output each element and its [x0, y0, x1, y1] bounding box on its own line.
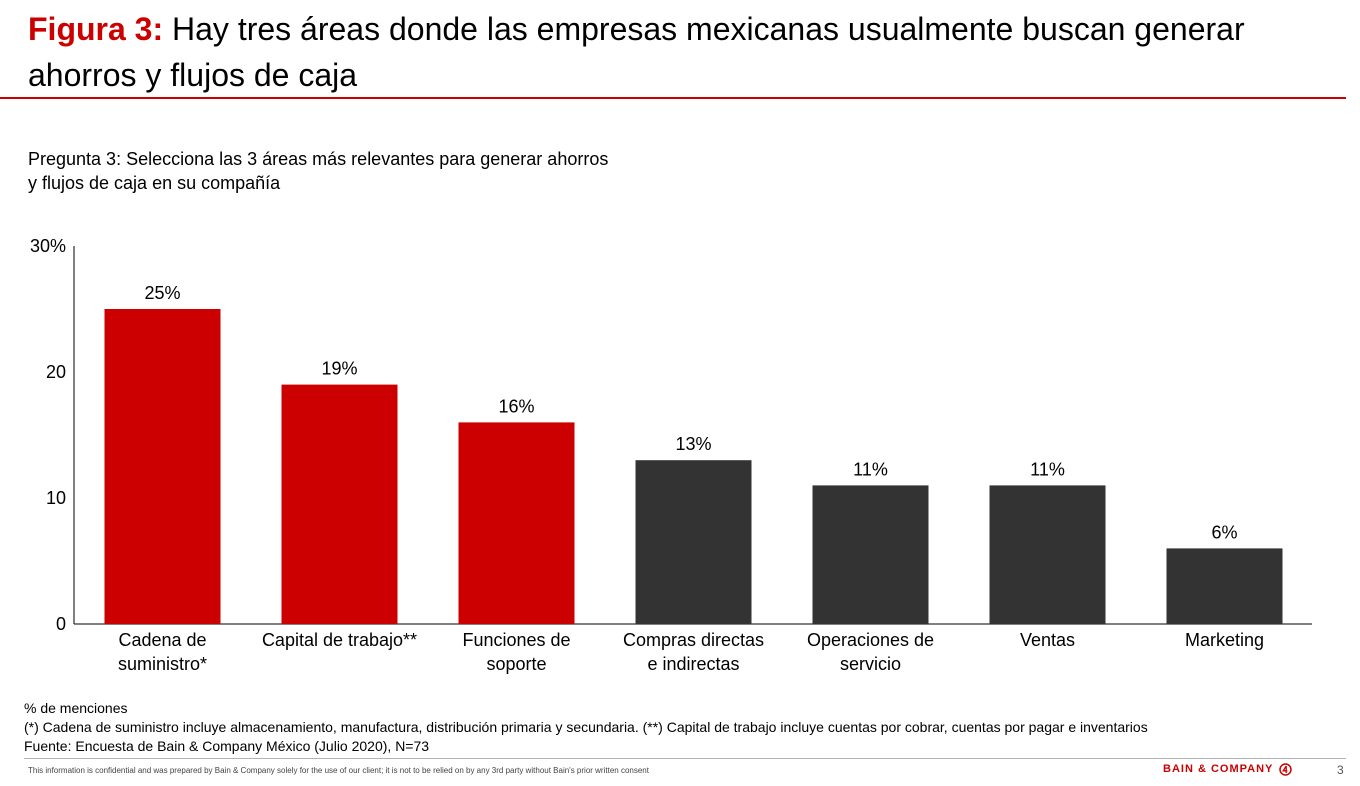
x-tick-label: Ventas: [1020, 630, 1075, 650]
bar: [281, 384, 398, 624]
measure-note: % de menciones: [24, 700, 128, 716]
x-tick-label: Cadena de: [118, 630, 206, 650]
page-title: Figura 3: Hay tres áreas donde las empre…: [28, 6, 1338, 98]
question-line-2: y flujos de caja en su compañía: [28, 173, 281, 193]
x-tick-label: Operaciones de: [807, 630, 934, 650]
data-label: 11%: [1030, 459, 1065, 479]
x-tick-label: servicio: [840, 654, 901, 674]
brand-name: BAIN & COMPANY: [1163, 763, 1274, 775]
bar: [104, 309, 221, 624]
bar: [635, 460, 752, 624]
bain-logo-icon: [1279, 763, 1292, 776]
bar: [458, 422, 575, 624]
question-text: Pregunta 3: Selecciona las 3 áreas más r…: [28, 147, 728, 195]
data-label: 16%: [498, 396, 534, 416]
y-tick-label: 10: [46, 488, 66, 508]
source-note: Fuente: Encuesta de Bain & Company Méxic…: [24, 738, 430, 754]
data-label: 25%: [144, 283, 180, 303]
x-tick-label: suministro*: [118, 654, 207, 674]
bar: [812, 485, 929, 624]
x-tick-label: Funciones de: [462, 630, 570, 650]
x-tick-label: Capital de trabajo**: [262, 630, 417, 650]
figure-label: Figura 3:: [28, 11, 164, 47]
data-label: 6%: [1211, 522, 1237, 542]
x-tick-label: Compras directas: [623, 630, 764, 650]
data-label: 11%: [853, 459, 888, 479]
data-label: 13%: [675, 434, 711, 454]
x-tick-label: e indirectas: [647, 654, 739, 674]
footnote: (*) Cadena de suministro incluye almacen…: [24, 719, 1148, 735]
x-tick-label: soporte: [486, 654, 546, 674]
title-text: Hay tres áreas donde las empresas mexica…: [28, 11, 1245, 93]
confidentiality-disclaimer: This information is confidential and was…: [28, 766, 649, 775]
question-line-1: Pregunta 3: Selecciona las 3 áreas más r…: [28, 149, 609, 169]
y-tick-label: 30%: [30, 236, 66, 256]
y-tick-label: 20: [46, 362, 66, 382]
data-label: 19%: [321, 359, 357, 379]
bar: [1166, 548, 1283, 624]
x-tick-label: Marketing: [1185, 630, 1264, 650]
bar: [989, 485, 1106, 624]
page-number: 3: [1337, 763, 1344, 777]
footer-divider: [24, 758, 1346, 759]
chart-notes: % de menciones (*) Cadena de suministro …: [24, 699, 1148, 756]
title-divider: [0, 97, 1346, 99]
bar-chart: 0 10 20 30% 25% Cadena de suministro* 19% Capita…: [30, 236, 1312, 674]
y-tick-label: 0: [56, 614, 66, 634]
